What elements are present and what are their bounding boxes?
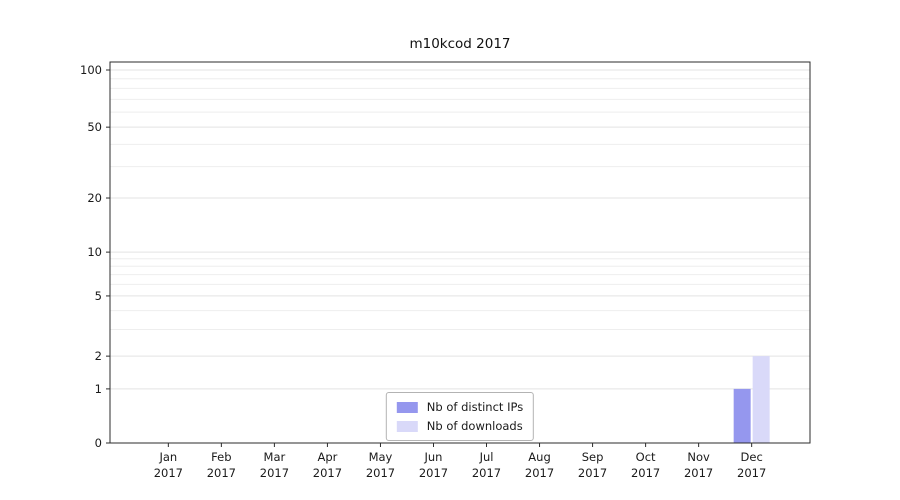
legend-item-distinct-ips: Nb of distinct IPs [396, 400, 524, 414]
x-axis-tick-label-month: Jun [424, 450, 443, 464]
x-axis-tick-label-month: Nov [687, 450, 710, 464]
x-axis-tick-label-year: 2017 [578, 466, 607, 480]
y-axis-tick-label: 10 [87, 245, 102, 259]
x-axis-tick-label-year: 2017 [207, 466, 236, 480]
x-axis-tick-label-year: 2017 [366, 466, 395, 480]
x-axis-tick-label-month: Aug [528, 450, 550, 464]
x-axis-tick-label-month: Dec [741, 450, 763, 464]
legend-label-downloads: Nb of downloads [426, 419, 523, 433]
x-axis-tick-label-year: 2017 [260, 466, 289, 480]
x-axis-tick-label-month: Feb [211, 450, 231, 464]
bar-nb-of-downloads-dec [752, 356, 770, 443]
chart-title: m10kcod 2017 [409, 36, 511, 52]
x-axis-tick-label-month: Mar [264, 450, 286, 464]
x-axis-tick-label-month: May [369, 450, 393, 464]
x-axis-tick-label-year: 2017 [419, 466, 448, 480]
legend-label-distinct-ips: Nb of distinct IPs [426, 400, 524, 414]
y-axis-tick-label: 5 [95, 289, 102, 303]
x-axis-tick-label-month: Apr [317, 450, 337, 464]
x-axis-tick-label-month: Oct [636, 450, 656, 464]
x-axis-tick-label-month: Sep [582, 450, 604, 464]
y-axis-tick-label: 100 [80, 63, 102, 77]
x-axis-tick-label-year: 2017 [631, 466, 660, 480]
x-axis-tick-label-year: 2017 [313, 466, 342, 480]
y-axis-tick-label: 1 [95, 382, 102, 396]
legend-swatch-distinct-ips [396, 401, 418, 413]
x-axis-tick-label-year: 2017 [154, 466, 183, 480]
legend: Nb of distinct IPs Nb of downloads [385, 392, 535, 441]
y-axis-tick-label: 2 [95, 349, 102, 363]
x-axis-tick-label-year: 2017 [684, 466, 713, 480]
y-axis-tick-label: 0 [95, 436, 102, 450]
x-axis-tick-label-year: 2017 [525, 466, 554, 480]
bar-nb-of-distinct-ips-dec [733, 388, 751, 443]
legend-swatch-downloads [396, 420, 418, 432]
x-axis-tick-label-year: 2017 [737, 466, 766, 480]
y-axis-tick-label: 20 [87, 191, 102, 205]
y-axis-tick-label: 50 [87, 120, 102, 134]
x-axis-tick-label-year: 2017 [472, 466, 501, 480]
x-axis-tick-label-month: Jan [158, 450, 177, 464]
x-axis-tick-label-month: Jul [479, 450, 494, 464]
legend-item-downloads: Nb of downloads [396, 419, 523, 433]
